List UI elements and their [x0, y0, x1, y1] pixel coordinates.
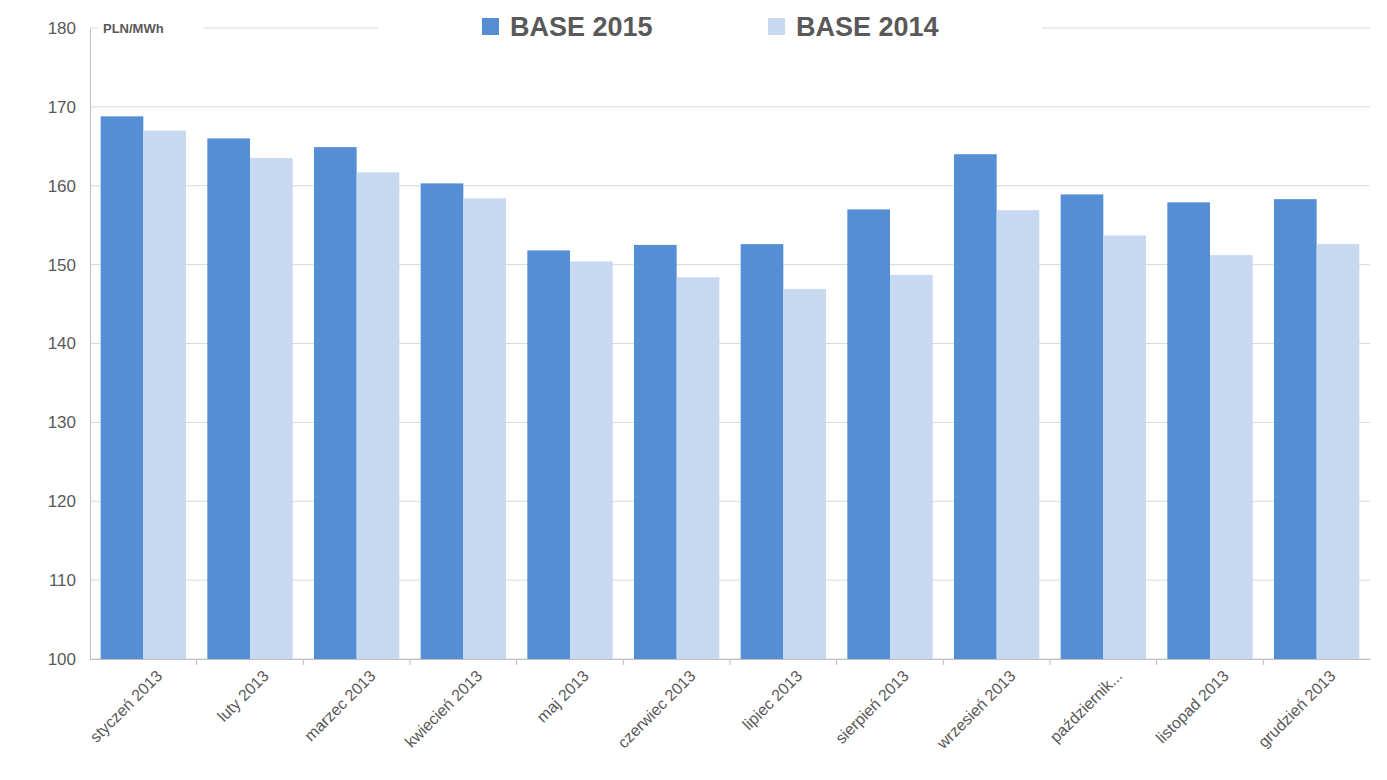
- y-tick-label: 140: [48, 334, 76, 353]
- bar: [1167, 202, 1210, 659]
- x-tick: marzec 2013: [301, 659, 378, 744]
- bar: [1274, 199, 1317, 659]
- category-separator: [1263, 659, 1264, 665]
- x-tick: czerwiec 2013: [614, 659, 698, 751]
- bar: [783, 289, 826, 659]
- bar: [143, 131, 186, 659]
- category-separator: [943, 659, 944, 665]
- category-separator: [516, 659, 517, 665]
- bar: [1103, 235, 1146, 659]
- x-tick-label: lipiec 2013: [739, 667, 805, 733]
- y-tick: 120: [48, 492, 90, 511]
- legend-item: BASE 2014: [768, 12, 939, 42]
- x-tick-label: czerwiec 2013: [614, 667, 698, 751]
- x-tick-label: wrzesień 2013: [933, 667, 1019, 753]
- plot: 100 110 120 130 140 150 160 170 180 styczeń 2013 l…: [48, 19, 1371, 753]
- x-tick-label: listopad 2013: [1153, 667, 1232, 746]
- bar: [997, 210, 1040, 659]
- y-tick-label: 160: [48, 177, 76, 196]
- category-separator: [196, 659, 197, 665]
- grid-line: [90, 106, 1370, 107]
- y-tick-label: 100: [48, 650, 76, 669]
- legend-background: [378, 8, 1042, 48]
- y-tick: 170: [48, 98, 90, 117]
- y-axis: 100 110 120 130 140 150 160 170 180: [48, 19, 91, 669]
- legend-label: BASE 2014: [796, 12, 939, 42]
- y-tick-label: 120: [48, 492, 76, 511]
- x-tick-label: styczeń 2013: [87, 667, 166, 746]
- category-separator: [836, 659, 837, 665]
- x-tick-label: grudzień 2013: [1255, 667, 1339, 751]
- legend-item: BASE 2015: [482, 12, 653, 42]
- bar: [1210, 255, 1253, 659]
- y-tick-label: 150: [48, 256, 76, 275]
- category-separator: [1050, 659, 1051, 665]
- y-axis-label-group: PLN/MWh: [98, 18, 204, 38]
- category-separators: [197, 659, 1264, 665]
- x-tick: listopad 2013: [1153, 659, 1232, 746]
- bar: [101, 116, 144, 659]
- x-tick-label: luty 2013: [214, 667, 272, 725]
- bar: [250, 158, 293, 659]
- category-separator: [303, 659, 304, 665]
- bar-series: [143, 131, 1359, 659]
- grid: [90, 28, 1370, 659]
- bar: [463, 198, 506, 659]
- y-tick-label: 130: [48, 413, 76, 432]
- x-tick: maj 2013: [533, 659, 592, 726]
- y-tick-label: 110: [49, 571, 76, 590]
- x-tick: grudzień 2013: [1255, 659, 1339, 751]
- bar: [677, 277, 720, 659]
- y-tick: 110: [49, 571, 90, 590]
- bar: [570, 261, 613, 659]
- bar: [421, 183, 464, 659]
- bar-series: [101, 116, 1317, 659]
- legend: BASE 2015 BASE 2014: [378, 8, 1042, 48]
- bars: [101, 116, 1360, 659]
- bar: [890, 275, 933, 659]
- category-separator: [623, 659, 624, 665]
- legend-swatch: [768, 18, 785, 35]
- y-axis-line: [90, 29, 91, 660]
- bar: [1317, 244, 1360, 659]
- y-tick-label: 180: [48, 19, 76, 38]
- bar: [527, 250, 570, 659]
- y-tick: 140: [48, 334, 90, 353]
- x-tick-label: kwiecień 2013: [402, 667, 486, 751]
- y-tick: 150: [48, 256, 90, 275]
- bar: [207, 138, 250, 659]
- bar: [634, 245, 677, 659]
- y-tick: 180: [48, 19, 90, 38]
- y-axis-label: PLN/MWh: [103, 21, 164, 36]
- x-tick: luty 2013: [214, 659, 272, 725]
- x-axis: styczeń 2013 luty 2013 marzec 2013 kwiecień…: [87, 659, 1371, 753]
- bar: [1061, 194, 1104, 659]
- bar: [357, 172, 400, 659]
- x-tick: kwiecień 2013: [402, 659, 486, 751]
- x-tick: wrzesień 2013: [933, 659, 1019, 753]
- category-separator: [1156, 659, 1157, 665]
- x-tick-label: październik...: [1047, 667, 1126, 746]
- bar: [847, 209, 890, 659]
- y-tick: 130: [48, 413, 90, 432]
- x-tick-label: sierpień 2013: [832, 667, 912, 747]
- bar: [314, 147, 357, 659]
- x-tick: styczeń 2013: [87, 659, 166, 746]
- x-tick-label: marzec 2013: [301, 667, 378, 744]
- x-tick: październik...: [1047, 659, 1126, 746]
- label-background: [98, 18, 204, 38]
- bar: [954, 154, 997, 659]
- legend-label: BASE 2015: [510, 12, 653, 42]
- chart: 100 110 120 130 140 150 160 170 180 styczeń 2013 l…: [0, 0, 1387, 780]
- category-separator: [730, 659, 731, 665]
- y-tick: 160: [48, 177, 90, 196]
- legend-swatch: [482, 18, 499, 35]
- y-tick: 100: [48, 650, 90, 669]
- x-tick: lipiec 2013: [739, 659, 805, 733]
- category-separator: [410, 659, 411, 665]
- x-tick-label: maj 2013: [533, 667, 592, 726]
- x-tick: sierpień 2013: [832, 659, 912, 747]
- bar: [741, 244, 784, 659]
- y-tick-label: 170: [48, 98, 76, 117]
